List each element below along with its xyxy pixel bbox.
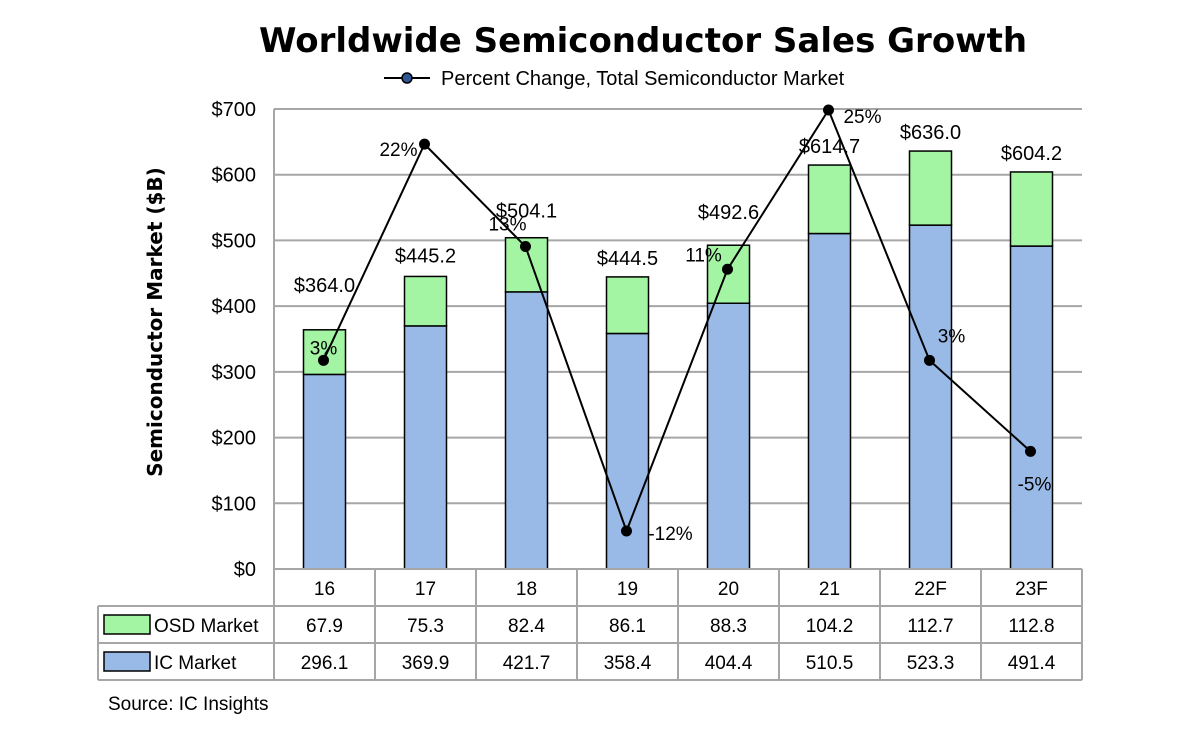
percent-line-point	[520, 241, 531, 253]
chart-title: Worldwide Semiconductor Sales Growth	[259, 21, 1027, 61]
table-legend-swatch	[103, 651, 151, 672]
percent-line-path	[322, 107, 1032, 534]
bar-total-label: $636.0	[900, 122, 961, 144]
table-cell: 358.4	[604, 653, 652, 674]
bar-ic-market	[706, 302, 751, 570]
table-cell: 404.4	[705, 653, 753, 674]
bar-total-label: $614.7	[799, 136, 860, 158]
table-cell: 421.7	[503, 653, 551, 674]
bar-osd-market	[605, 276, 650, 335]
table-cell: 112.7	[907, 616, 953, 637]
table-cell: 491.4	[1008, 653, 1056, 674]
bar-total-label: $604.2	[1001, 143, 1062, 165]
x-tick-label: 22F	[914, 579, 947, 600]
percent-line-point	[924, 354, 935, 366]
bar-ic-market	[908, 224, 953, 570]
bar-ic-market	[1009, 245, 1054, 570]
percent-label: 25%	[843, 107, 881, 128]
bar-total-label: $504.1	[496, 201, 557, 223]
y-tick-label: $300	[212, 362, 257, 384]
percent-label: 11%	[685, 245, 722, 266]
x-tick-label: 23F	[1015, 579, 1048, 600]
y-tick-label: $100	[212, 493, 257, 515]
bar-total-label: $445.2	[395, 245, 456, 267]
percent-line-point	[722, 263, 733, 275]
percent-line-point	[621, 525, 632, 537]
y-tick-label: $0	[234, 559, 256, 581]
legend-dot-marker	[401, 72, 413, 84]
table-cell: 88.3	[710, 616, 747, 637]
table-cell: 75.3	[407, 616, 444, 637]
percent-line-point	[1025, 445, 1036, 457]
bar-ic-market	[504, 291, 549, 570]
percent-line-point	[419, 138, 430, 150]
table-cell: 510.5	[806, 653, 854, 674]
legend: Percent Change, Total Semiconductor Mark…	[384, 68, 845, 90]
percent-label: 3%	[310, 338, 338, 359]
bar-osd-market	[1009, 171, 1054, 247]
percent-label: -12%	[648, 524, 692, 545]
percent-label: 13%	[488, 215, 526, 236]
bar-total-label: $492.6	[698, 202, 759, 224]
y-tick-label: $400	[212, 296, 257, 318]
x-tick-label: 16	[314, 579, 335, 600]
bar-total-labels: $364.0 $445.2 $504.1 $444.5 $492.6 $614.7 $636…	[294, 122, 1062, 297]
y-tick-label: $700	[212, 99, 257, 121]
percent-line-point	[823, 104, 834, 116]
legend-line-label: Percent Change, Total Semiconductor Mark…	[441, 68, 845, 90]
table-row-label: IC Market	[154, 653, 237, 674]
table-cell: 369.9	[402, 653, 450, 674]
percent-change-line: 3% 22% 13% -12% 11% 25% 3% -5%	[310, 104, 1052, 545]
percent-label: -5%	[1018, 474, 1052, 495]
table-row-label: OSD Market	[154, 616, 259, 637]
data-table: 16 17 18 19 20 21 22F 23F OSD Market 67.9 75.3 82.4…	[97, 568, 1083, 681]
x-tick-label: 19	[617, 579, 638, 600]
bar-ic-market	[807, 232, 852, 570]
x-tick-label: 17	[415, 579, 436, 600]
table-cell: 296.1	[301, 653, 349, 674]
table-cell: 104.2	[806, 616, 854, 637]
bar-total-label: $364.0	[294, 275, 355, 297]
y-tick-label: $200	[212, 428, 257, 450]
table-cell: 67.9	[306, 616, 343, 637]
bar-ic-market	[302, 373, 347, 570]
x-tick-label: 20	[718, 579, 739, 600]
bar-osd-market	[908, 150, 953, 226]
bar-osd-market	[302, 329, 347, 376]
y-axis-label: Semiconductor Market ($B)	[143, 167, 167, 477]
table-cell: 523.3	[907, 653, 955, 674]
x-tick-label: 18	[516, 579, 537, 600]
table-cell: 112.8	[1008, 616, 1054, 637]
table-cell: 86.1	[609, 616, 646, 637]
x-tick-label: 21	[819, 579, 840, 600]
y-tick-label: $500	[212, 230, 257, 252]
percent-label: 22%	[379, 140, 417, 161]
y-tick-label: $600	[212, 165, 257, 187]
y-tick-labels: $0 $100 $200 $300 $400 $500 $600 $700	[212, 99, 257, 581]
table-legend-swatch	[103, 614, 151, 635]
bars	[302, 150, 1054, 570]
percent-label: 3%	[938, 326, 966, 347]
percent-line-point	[318, 354, 329, 366]
bar-ic-market	[403, 325, 448, 570]
bar-osd-market	[403, 275, 448, 327]
bar-total-label: $444.5	[597, 248, 658, 270]
source-note: Source: IC Insights	[108, 694, 269, 715]
bar-osd-market	[807, 164, 852, 235]
table-cell: 82.4	[508, 616, 545, 637]
